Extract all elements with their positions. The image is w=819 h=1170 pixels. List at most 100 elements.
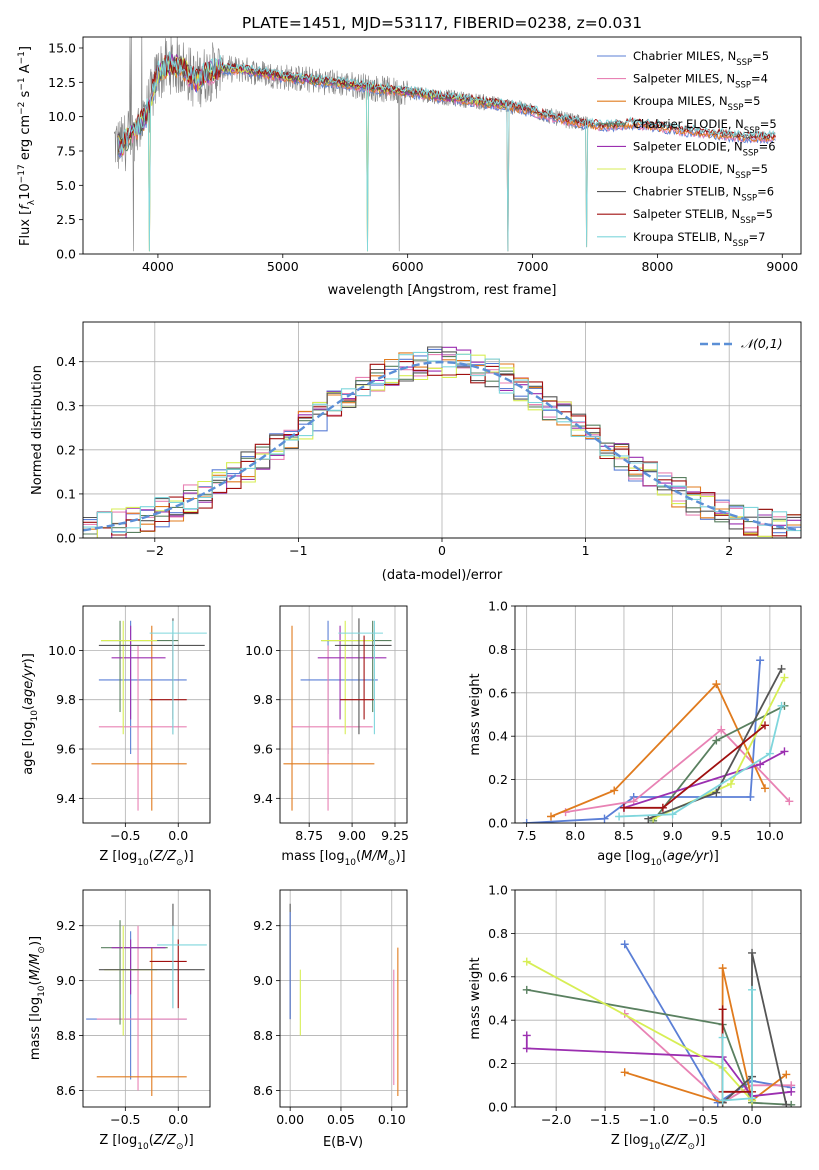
label-part: age [log <box>597 849 650 864</box>
weight-marker-kroupa_miles <box>546 812 555 821</box>
y-tick-label: 10.0 <box>48 109 76 124</box>
legend-part: SSP <box>728 103 744 113</box>
weight-marker-salpeter_elodie <box>756 760 765 769</box>
x-tick-label: −1 <box>289 543 307 558</box>
weight-line-kroupa_miles <box>550 682 766 818</box>
axes-age_vs_mass: 8.75 9.00 9.25 9.4 9.6 9.8 10.0 mass [log10(M/M… <box>245 605 409 868</box>
y-tick-label: 7.5 <box>56 143 76 158</box>
label-part: )] <box>28 936 43 946</box>
y-tick-label: 1.0 <box>488 599 508 614</box>
label-part: ( <box>149 849 154 864</box>
histogram-salpeter_stelib <box>83 361 801 537</box>
label-part: Z/Z <box>153 849 177 864</box>
legend-part: SSP <box>733 239 749 249</box>
y-axis-label: age [log10(age/yr)] <box>21 653 40 775</box>
legend-part: =4 <box>751 72 768 86</box>
y-tick-label: 9.4 <box>56 791 76 806</box>
axes-age_vs_Z: −0.5 0.09.49.69.810.0Z [log10(Z/Z⊙)]age [… <box>21 605 211 868</box>
label-part: ⊙ <box>388 858 396 868</box>
label-part: λ <box>27 199 37 205</box>
histogram-kroupa_elodie <box>83 353 801 538</box>
y-tick-label: 0.0 <box>56 247 76 262</box>
y-tick-label: 9.8 <box>253 692 273 707</box>
x-axis-label: Z [log10(Z/Z⊙)] <box>611 1133 705 1152</box>
legend-entry-salpeter_stelib: Salpeter STELIB, NSSP=5 <box>633 207 773 226</box>
weight-line-chabrier_miles <box>526 660 761 823</box>
weight-marker-salpeter_stelib <box>658 803 667 812</box>
axes-frame <box>82 889 211 1108</box>
y-tick-label: 8.6 <box>56 1083 76 1098</box>
data-spectrum <box>113 37 589 252</box>
weight-marker-chabrier_elodie <box>712 736 721 745</box>
weight-marker-chabrier_stelib <box>712 788 721 797</box>
weight-marker-chabrier_miles <box>620 940 629 949</box>
weight-marker-chabrier_stelib <box>782 1100 791 1107</box>
axes-spectrum: 4000 5000 6000 7000 8000 9000 0.0 2.5 5.0 7.5 10.0… <box>17 36 802 298</box>
gaussian-curve <box>83 360 799 532</box>
label-part: s <box>18 90 33 101</box>
x-axis-label: mass [log10(M/M⊙)] <box>281 849 405 868</box>
legend-part: SSP <box>736 58 752 68</box>
y-tick-label: 9.2 <box>56 918 76 933</box>
axes-weight_vs_age: 7.5 8.0 8.5 9.0 9.5 10.0 0.0 0.2 0.4 0.6 0.8 1.0 age… <box>468 599 802 868</box>
y-tick-label: 0.4 <box>56 354 76 369</box>
label-part: mass [log <box>281 849 344 864</box>
label-part: −1 <box>17 51 27 64</box>
y-tick-label: 0.2 <box>488 1056 508 1071</box>
plot-area <box>113 37 776 252</box>
weight-marker-salpeter_stelib <box>761 721 770 730</box>
legend-entry-salpeter_elodie: Salpeter ELODIE, NSSP=6 <box>633 139 776 158</box>
x-tick-label: −1.5 <box>590 1112 620 1127</box>
legend-part: Kroupa STELIB, N <box>633 230 733 244</box>
legend-entry-salpeter_miles: Salpeter MILES, NSSP=4 <box>633 72 768 91</box>
x-axis-label: (data-model)/error <box>382 568 503 583</box>
y-tick-label: 8.6 <box>253 1083 273 1098</box>
label-part: M/M <box>361 849 388 864</box>
x-tick-label: 9.5 <box>711 828 731 843</box>
label-part: ⊙ <box>176 858 184 868</box>
weight-line-kroupa_stelib <box>721 989 753 1102</box>
legend-part: =5 <box>743 94 760 108</box>
y-axis-label: mass [log10(M/M⊙)] <box>28 936 47 1060</box>
x-tick-label: 2 <box>725 543 733 558</box>
weight-marker-kroupa_miles <box>718 964 727 973</box>
y-axis-label: Flux [fλ10−17 erg cm−2 s−1 A−1] <box>17 46 37 246</box>
legend-part: =7 <box>748 230 765 244</box>
label-part: ( <box>28 980 43 985</box>
x-tick-label: 8.0 <box>565 828 585 843</box>
legend-entry-chabrier_elodie: Chabrier ELODIE, NSSP=5 <box>633 117 777 136</box>
y-tick-label: 0.3 <box>56 398 76 413</box>
weight-marker-kroupa_miles <box>620 1068 629 1077</box>
axes-mass_vs_Z: −0.5 0.08.68.89.09.2Z [log10(Z/Z⊙)]mass [… <box>28 889 211 1152</box>
x-axis-label: wavelength [Angstrom, rest frame] <box>328 283 557 298</box>
label-part: −17 <box>17 164 27 183</box>
label-part: −2 <box>17 102 27 115</box>
legend-part: =5 <box>756 207 773 221</box>
y-tick-label: 0.4 <box>488 729 508 744</box>
weight-marker-salpeter_elodie <box>522 1031 531 1040</box>
y-tick-label: 1.0 <box>488 883 508 898</box>
y-tick-label: 10.0 <box>245 643 273 658</box>
x-tick-label: 4000 <box>142 259 174 274</box>
weight-marker-kroupa_elodie <box>780 673 789 682</box>
label-part: )] <box>709 849 719 864</box>
weight-marker-chabrier_miles <box>522 819 531 823</box>
weight-marker-kroupa_miles <box>712 680 721 689</box>
axes-frame <box>82 605 211 824</box>
x-tick-label: 8.75 <box>295 828 323 843</box>
label-part: Z [log <box>99 1133 137 1148</box>
y-tick-label: 12.5 <box>48 75 76 90</box>
y-tick-label: 0.1 <box>56 486 76 501</box>
x-tick-label: −0.5 <box>110 1112 140 1127</box>
legend-part: =6 <box>759 139 776 153</box>
legend-part: SSP <box>741 194 757 204</box>
histogram-salpeter_elodie <box>83 346 801 538</box>
x-tick-label: −0.5 <box>688 1112 718 1127</box>
plot-area <box>522 656 794 823</box>
y-tick-label: 0.2 <box>56 442 76 457</box>
label-part: f <box>18 203 33 210</box>
weight-marker-kroupa_stelib <box>748 985 757 994</box>
label-part: mass [log <box>28 997 43 1060</box>
label-part: 10 <box>30 710 40 722</box>
weight-line-kroupa_stelib <box>619 705 783 818</box>
